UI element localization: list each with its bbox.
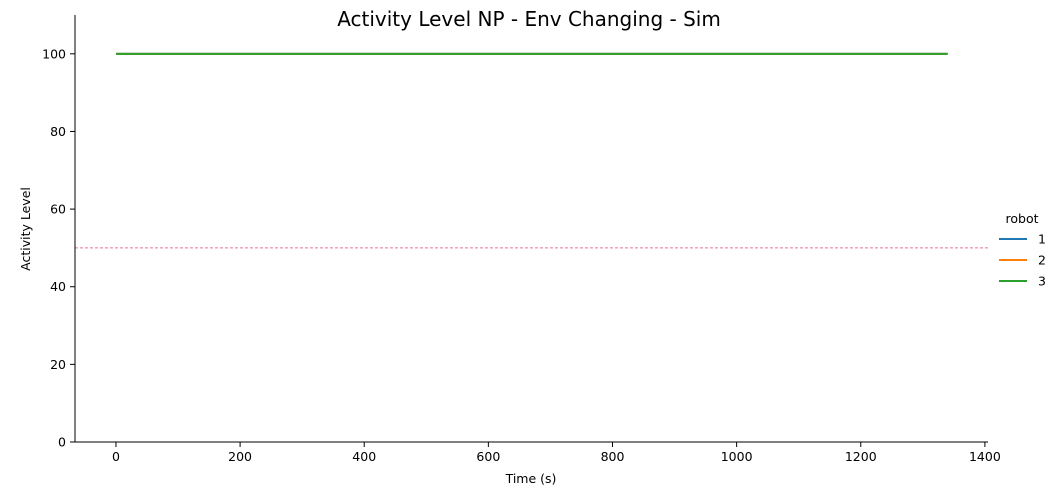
y-tick-label: 40 [50, 279, 66, 294]
x-tick-label: 1000 [721, 449, 753, 464]
x-tick-label: 1400 [969, 449, 1001, 464]
legend-label-robot-2: 2 [1038, 253, 1046, 268]
legend-label-robot-3: 3 [1038, 274, 1046, 289]
y-tick-label: 60 [50, 202, 66, 217]
y-tick-label: 80 [50, 124, 66, 139]
x-tick-label: 600 [476, 449, 500, 464]
x-tick-label: 800 [601, 449, 625, 464]
plot-area [75, 52, 988, 249]
x-ticks: 0 200 400 600 800 1000 1200 1400 [112, 442, 1001, 464]
y-ticks: 0 20 40 60 80 100 [42, 46, 75, 450]
y-axis-label: Activity Level [18, 187, 33, 271]
x-tick-label: 200 [228, 449, 252, 464]
y-tick-label: 100 [42, 46, 66, 61]
x-tick-label: 0 [112, 449, 120, 464]
x-tick-label: 400 [352, 449, 376, 464]
legend: robot 1 2 3 [999, 211, 1046, 289]
x-tick-label: 1200 [845, 449, 877, 464]
y-tick-label: 20 [50, 357, 66, 372]
legend-title: robot [1006, 211, 1039, 226]
chart-title: Activity Level NP - Env Changing - Sim [337, 7, 721, 31]
legend-label-robot-1: 1 [1038, 232, 1046, 247]
y-tick-label: 0 [58, 435, 66, 450]
x-axis-label: Time (s) [505, 471, 557, 486]
